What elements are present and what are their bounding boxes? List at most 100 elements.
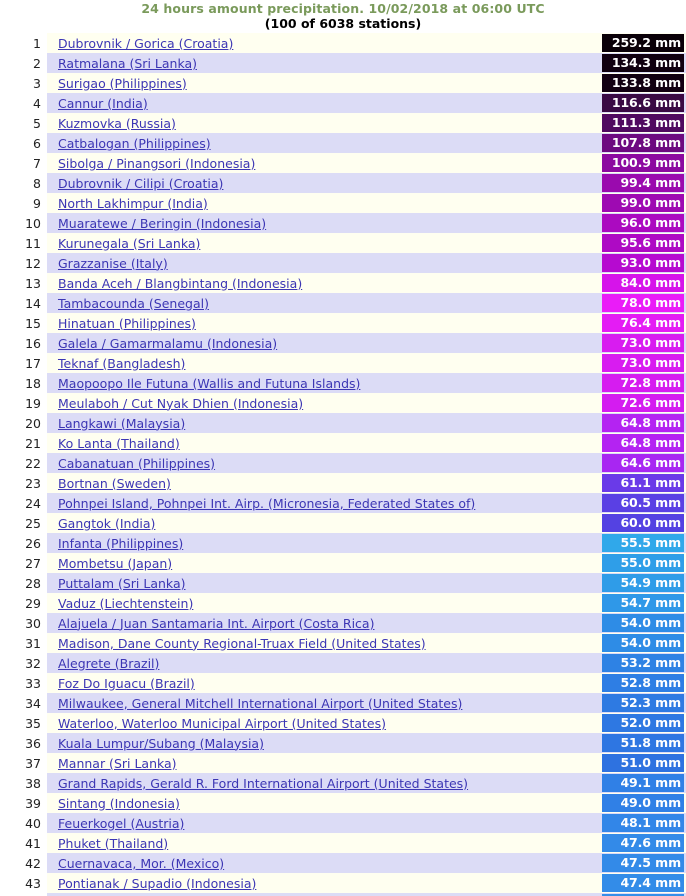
value-cell: 52.0 mm bbox=[602, 713, 686, 733]
station-link[interactable]: Grand Rapids, Gerald R. Ford Internation… bbox=[58, 775, 469, 791]
station-name-cell: Langkawi (Malaysia) bbox=[47, 413, 602, 433]
station-link[interactable]: Meulaboh / Cut Nyak Dhien (Indonesia) bbox=[58, 395, 304, 411]
station-name-cell: Cuernavaca, Mor. (Mexico) bbox=[47, 853, 602, 873]
station-link[interactable]: Alajuela / Juan Santamaria Int. Airport … bbox=[58, 615, 375, 631]
station-link[interactable]: Dubrovnik / Cilipi (Croatia) bbox=[58, 175, 224, 191]
station-link[interactable]: Sibolga / Pinangsori (Indonesia) bbox=[58, 155, 256, 171]
station-name-cell: Mannar (Sri Lanka) bbox=[47, 753, 602, 773]
station-name-cell: Madison, Dane County Regional-Truax Fiel… bbox=[47, 633, 602, 653]
table-row: 32 Alegrete (Brazil) 53.2 mm bbox=[0, 653, 686, 673]
station-link[interactable]: Ko Lanta (Thailand) bbox=[58, 435, 180, 451]
station-link[interactable]: Surigao (Philippines) bbox=[58, 75, 187, 91]
station-link[interactable]: Feuerkogel (Austria) bbox=[58, 815, 185, 831]
station-link[interactable]: Cannur (India) bbox=[58, 95, 148, 111]
station-link[interactable]: Kuzmovka (Russia) bbox=[58, 115, 176, 131]
station-link[interactable]: Tambacounda (Senegal) bbox=[58, 295, 209, 311]
station-name-cell: Feuerkogel (Austria) bbox=[47, 813, 602, 833]
value-cell: 72.6 mm bbox=[602, 393, 686, 413]
station-link[interactable]: Galela / Gamarmalamu (Indonesia) bbox=[58, 335, 278, 351]
station-link[interactable]: Phuket (Thailand) bbox=[58, 835, 169, 851]
precipitation-badge: 60.5 mm bbox=[602, 494, 684, 512]
table-row: 35 Waterloo, Waterloo Municipal Airport (… bbox=[0, 713, 686, 733]
station-link[interactable]: Grazzanise (Italy) bbox=[58, 255, 168, 271]
rank-cell: 3 bbox=[0, 73, 47, 93]
station-link[interactable]: Pontianak / Supadio (Indonesia) bbox=[58, 875, 257, 891]
station-ranking-table: 1 Dubrovnik / Gorica (Croatia) 259.2 mm 2 Ra… bbox=[0, 33, 686, 896]
precipitation-badge: 53.2 mm bbox=[602, 654, 684, 672]
station-link[interactable]: Catbalogan (Philippines) bbox=[58, 135, 211, 151]
precipitation-badge: 72.8 mm bbox=[602, 374, 684, 392]
station-link[interactable]: Mombetsu (Japan) bbox=[58, 555, 173, 571]
precipitation-badge: 72.6 mm bbox=[602, 394, 684, 412]
station-link[interactable]: Kurunegala (Sri Lanka) bbox=[58, 235, 201, 251]
value-cell: 134.3 mm bbox=[602, 53, 686, 73]
station-link[interactable]: Madison, Dane County Regional-Truax Fiel… bbox=[58, 635, 426, 651]
value-cell: 51.0 mm bbox=[602, 753, 686, 773]
station-name-cell: Ko Lanta (Thailand) bbox=[47, 433, 602, 453]
station-link[interactable]: Gangtok (India) bbox=[58, 515, 156, 531]
station-link[interactable]: Puttalam (Sri Lanka) bbox=[58, 575, 186, 591]
rank-cell: 43 bbox=[0, 873, 47, 893]
table-row: 4 Cannur (India) 116.6 mm bbox=[0, 93, 686, 113]
table-row: 37 Mannar (Sri Lanka) 51.0 mm bbox=[0, 753, 686, 773]
table-row: 8 Dubrovnik / Cilipi (Croatia) 99.4 mm bbox=[0, 173, 686, 193]
station-link[interactable]: Langkawi (Malaysia) bbox=[58, 415, 186, 431]
rank-cell: 40 bbox=[0, 813, 47, 833]
station-link[interactable]: Waterloo, Waterloo Municipal Airport (Un… bbox=[58, 715, 387, 731]
station-link[interactable]: Ratmalana (Sri Lanka) bbox=[58, 55, 197, 71]
table-row: 16 Galela / Gamarmalamu (Indonesia) 73.0 m… bbox=[0, 333, 686, 353]
precipitation-badge: 93.0 mm bbox=[602, 254, 684, 272]
station-link[interactable]: Sintang (Indonesia) bbox=[58, 795, 180, 811]
station-link[interactable]: Maopoopo Ile Futuna (Wallis and Futuna I… bbox=[58, 375, 361, 391]
rank-cell: 34 bbox=[0, 693, 47, 713]
table-row: 38 Grand Rapids, Gerald R. Ford Internati… bbox=[0, 773, 686, 793]
station-link[interactable]: Bortnan (Sweden) bbox=[58, 475, 171, 491]
table-row: 6 Catbalogan (Philippines) 107.8 mm bbox=[0, 133, 686, 153]
station-name-cell: Waterloo, Waterloo Municipal Airport (Un… bbox=[47, 713, 602, 733]
table-row: 27 Mombetsu (Japan) 55.0 mm bbox=[0, 553, 686, 573]
value-cell: 55.5 mm bbox=[602, 533, 686, 553]
station-link[interactable]: Mannar (Sri Lanka) bbox=[58, 755, 177, 771]
station-link[interactable]: Hinatuan (Philippines) bbox=[58, 315, 196, 331]
table-row: 18 Maopoopo Ile Futuna (Wallis and Futuna… bbox=[0, 373, 686, 393]
station-link[interactable]: Cabanatuan (Philippines) bbox=[58, 455, 216, 471]
precipitation-badge bbox=[602, 894, 684, 896]
rank-cell: 39 bbox=[0, 793, 47, 813]
station-link[interactable]: Pohnpei Island, Pohnpei Int. Airp. (Micr… bbox=[58, 495, 476, 511]
station-link[interactable]: Vaduz (Liechtenstein) bbox=[58, 595, 194, 611]
value-cell: 116.6 mm bbox=[602, 93, 686, 113]
rank-cell: 24 bbox=[0, 493, 47, 513]
station-name-cell: Puttalam (Sri Lanka) bbox=[47, 573, 602, 593]
value-cell: 47.6 mm bbox=[602, 833, 686, 853]
station-link[interactable]: Banda Aceh / Blangbintang (Indonesia) bbox=[58, 275, 303, 291]
value-cell: 49.1 mm bbox=[602, 773, 686, 793]
rank-cell: 33 bbox=[0, 673, 47, 693]
station-link[interactable]: Milwaukee, General Mitchell Internationa… bbox=[58, 695, 463, 711]
station-link[interactable]: Dubrovnik / Gorica (Croatia) bbox=[58, 35, 234, 51]
station-link[interactable]: North Lakhimpur (India) bbox=[58, 195, 208, 211]
station-link[interactable]: Muaratewe / Beringin (Indonesia) bbox=[58, 215, 267, 231]
station-link[interactable]: Infanta (Philippines) bbox=[58, 535, 184, 551]
value-cell: 61.1 mm bbox=[602, 473, 686, 493]
station-link[interactable]: Kuala Lumpur/Subang (Malaysia) bbox=[58, 735, 264, 751]
station-link[interactable]: Teknaf (Bangladesh) bbox=[58, 355, 186, 371]
table-row: 15 Hinatuan (Philippines) 76.4 mm bbox=[0, 313, 686, 333]
station-name-cell: Cabanatuan (Philippines) bbox=[47, 453, 602, 473]
value-cell: 72.8 mm bbox=[602, 373, 686, 393]
rank-cell: 6 bbox=[0, 133, 47, 153]
rank-cell: 28 bbox=[0, 573, 47, 593]
rank-cell: 1 bbox=[0, 33, 47, 53]
station-name-cell: Cannur (India) bbox=[47, 93, 602, 113]
table-row: 30 Alajuela / Juan Santamaria Int. Airpor… bbox=[0, 613, 686, 633]
station-link[interactable]: Alegrete (Brazil) bbox=[58, 655, 160, 671]
station-name-cell: Galela / Gamarmalamu (Indonesia) bbox=[47, 333, 602, 353]
table-row: 3 Surigao (Philippines) 133.8 mm bbox=[0, 73, 686, 93]
rank-cell: 31 bbox=[0, 633, 47, 653]
station-link[interactable]: Foz Do Iguacu (Brazil) bbox=[58, 675, 195, 691]
station-link[interactable]: Cuernavaca, Mor. (Mexico) bbox=[58, 855, 225, 871]
value-cell: 99.4 mm bbox=[602, 173, 686, 193]
value-cell: 99.0 mm bbox=[602, 193, 686, 213]
rank-cell: 36 bbox=[0, 733, 47, 753]
precipitation-badge: 73.0 mm bbox=[602, 334, 684, 352]
